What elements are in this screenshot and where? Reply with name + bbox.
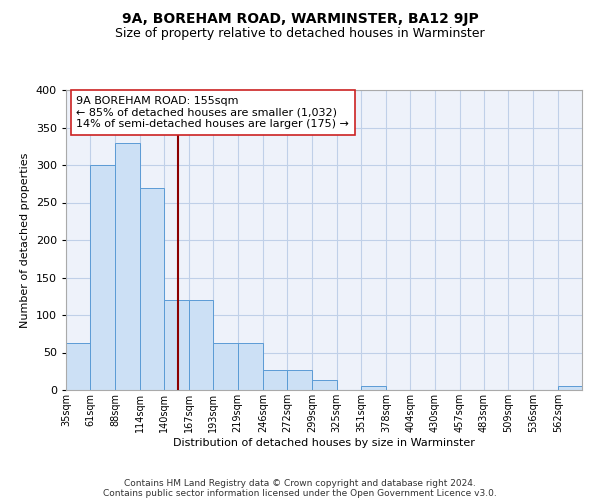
Bar (189, 300, 214, 390)
Bar (214, 343, 238, 390)
Bar (361, 386, 386, 390)
Text: Contains public sector information licensed under the Open Government Licence v3: Contains public sector information licen… (103, 488, 497, 498)
Bar (140, 188, 164, 390)
Bar (115, 142, 140, 390)
Text: Contains HM Land Registry data © Crown copyright and database right 2024.: Contains HM Land Registry data © Crown c… (124, 478, 476, 488)
Text: 9A BOREHAM ROAD: 155sqm
← 85% of detached houses are smaller (1,032)
14% of semi: 9A BOREHAM ROAD: 155sqm ← 85% of detache… (76, 96, 349, 129)
Bar (263, 370, 287, 390)
X-axis label: Distribution of detached houses by size in Warminster: Distribution of detached houses by size … (173, 438, 475, 448)
Text: 9A, BOREHAM ROAD, WARMINSTER, BA12 9JP: 9A, BOREHAM ROAD, WARMINSTER, BA12 9JP (122, 12, 478, 26)
Y-axis label: Number of detached properties: Number of detached properties (20, 152, 30, 328)
Bar (558, 386, 582, 390)
Bar (287, 370, 313, 390)
Bar (313, 380, 337, 390)
Bar (66, 343, 90, 390)
Text: Size of property relative to detached houses in Warminster: Size of property relative to detached ho… (115, 28, 485, 40)
Bar (90, 165, 115, 390)
Bar (238, 343, 263, 390)
Bar (164, 300, 189, 390)
